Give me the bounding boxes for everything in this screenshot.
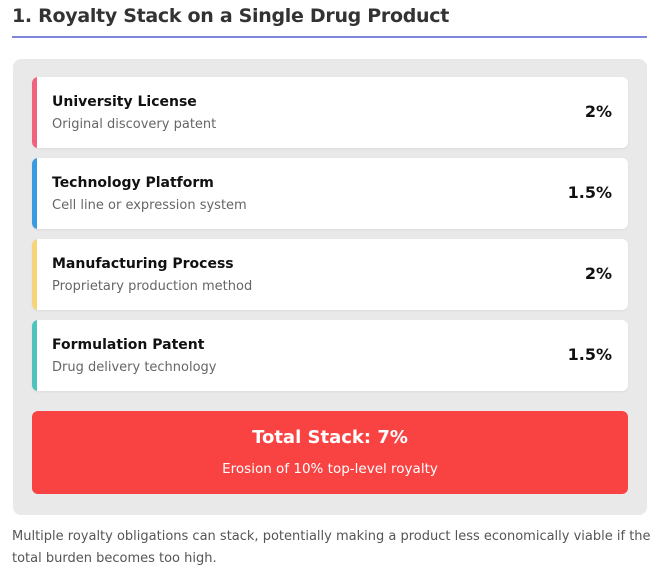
stack-item-value: 1.5% (567, 345, 612, 364)
royalty-stack-panel: University License Original discovery pa… (13, 59, 647, 515)
stack-item-formulation-patent: Formulation Patent Drug delivery technol… (32, 320, 628, 391)
stack-item-technology-platform: Technology Platform Cell line or express… (32, 158, 628, 229)
stack-item-description: Drug delivery technology (52, 360, 217, 375)
stack-item-title: University License (52, 94, 197, 110)
total-stack-subtitle: Erosion of 10% top-level royalty (222, 461, 438, 477)
stack-item-title: Manufacturing Process (52, 256, 234, 272)
stack-item-manufacturing-process: Manufacturing Process Proprietary produc… (32, 239, 628, 310)
stack-item-accent (32, 320, 37, 391)
stack-item-value: 2% (584, 102, 612, 121)
stack-item-description: Original discovery patent (52, 117, 217, 132)
stack-item-description: Cell line or expression system (52, 198, 247, 213)
stack-item-title: Technology Platform (52, 175, 214, 191)
total-stack-title: Total Stack: 7% (252, 427, 408, 448)
caption-text: Multiple royalty obligations can stack, … (12, 529, 651, 566)
stack-item-value: 2% (584, 264, 612, 283)
stack-item-accent (32, 77, 37, 148)
total-stack-box: Total Stack: 7% Erosion of 10% top-level… (32, 411, 628, 494)
stack-item-accent (32, 239, 37, 310)
stack-item-value: 1.5% (567, 183, 612, 202)
stack-item-accent (32, 158, 37, 229)
stack-item-title: Formulation Patent (52, 337, 205, 353)
stack-item-university-license: University License Original discovery pa… (32, 77, 628, 148)
page-title: 1. Royalty Stack on a Single Drug Produc… (12, 5, 450, 27)
title-divider (12, 36, 647, 38)
stack-item-description: Proprietary production method (52, 279, 253, 294)
